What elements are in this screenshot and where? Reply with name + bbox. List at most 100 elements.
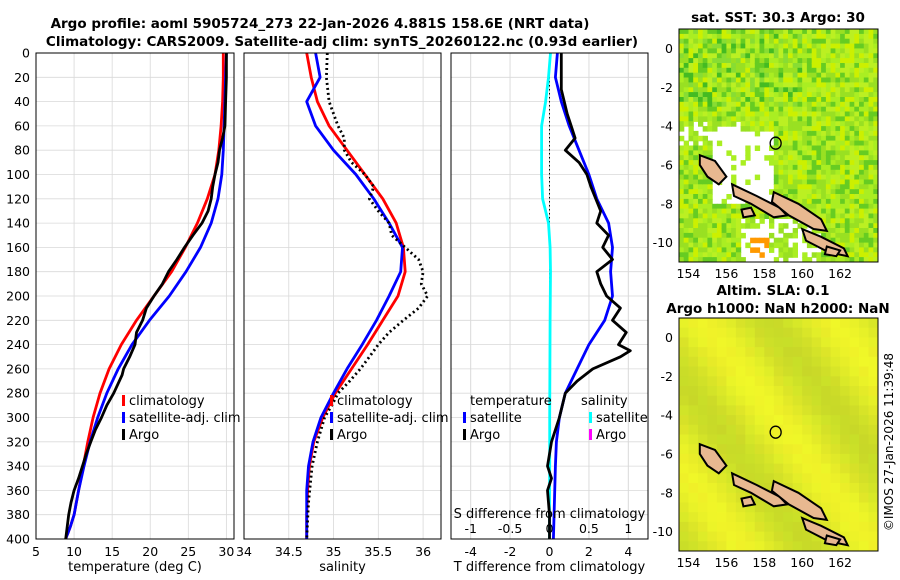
x-tick-label: 35: [326, 544, 342, 559]
legend-temp-climatology-swatch: [122, 395, 125, 406]
series-satellite-adj-clim: [305, 53, 404, 539]
sst-map-panel: 154 156 158 160 162 0 -2 -4 -6 -8 -10: [653, 28, 879, 281]
legend-diff-temp-argo-label: Argo: [470, 428, 500, 443]
figure-title-line-2: Climatology: CARS2009. Satellite-adj cli…: [46, 34, 638, 50]
legend-diff-sal-argo-label: Argo: [596, 428, 626, 443]
legend-temp-argo-label: Argo: [129, 428, 159, 443]
lat-tick-label: -6: [661, 446, 674, 461]
sst-field: [679, 29, 878, 262]
depth-tick-label: 60: [14, 118, 30, 133]
legend-diff-temp-argo-swatch: [463, 429, 466, 440]
panel-frame: [243, 52, 442, 540]
map-frame: [678, 317, 879, 552]
imos-watermark: ©IMOS 27-Jan-2026 11:39:48: [882, 353, 896, 531]
sst-map-title: sat. SST: 30.3 Argo: 30: [691, 10, 865, 26]
lon-tick-label: 156: [714, 266, 738, 281]
legend-sal-argo-swatch: [330, 429, 333, 440]
panel-frame: [450, 52, 649, 540]
temperature-profile-panel: 0 20 40 60 80 100 120 140 160 180 200 220 240 260 280 3…: [6, 46, 235, 575]
x-tick-label: 30: [218, 544, 234, 559]
map-frame: [678, 28, 879, 263]
top-axis-label: S difference from climatology: [454, 507, 646, 522]
x-tick-label: 10: [66, 544, 82, 559]
depth-tick-label: 400: [6, 532, 30, 547]
lon-tick-label: 160: [790, 266, 814, 281]
x-tick-label: 5: [32, 544, 40, 559]
series-salinity-satellite: [540, 53, 552, 539]
depth-tick-label: 320: [6, 434, 30, 449]
x-tick-label: 34.5: [275, 544, 303, 559]
x-axis-label: salinity: [319, 560, 366, 575]
series-argo: [64, 53, 228, 539]
top-tick-label: 0.5: [579, 521, 599, 536]
depth-tick-label: 100: [6, 167, 30, 182]
series-temperature-argo: [546, 53, 632, 539]
island-5: [823, 534, 842, 547]
x-tick-label: 25: [180, 544, 196, 559]
x-tick-label: 35.5: [364, 544, 392, 559]
island-0: [698, 442, 728, 475]
legend-temp-climatology-label: climatology: [129, 394, 205, 409]
figure-title-line-1: Argo profile: aoml 5905724_273 22-Jan-20…: [51, 16, 590, 32]
legend-sal-argo-label: Argo: [337, 428, 367, 443]
island-0: [698, 153, 728, 186]
sla-map-title-line-2: Argo h1000: NaN h2000: NaN: [666, 301, 889, 317]
depth-tick-label: 40: [14, 94, 30, 109]
x-tick-label: 2: [585, 544, 593, 559]
depth-tick-label: 240: [6, 337, 30, 352]
depth-tick-label: 300: [6, 410, 30, 425]
legend-temp-argo-swatch: [122, 429, 125, 440]
legend-sal-satellite-swatch: [330, 412, 333, 423]
depth-tick-label: 120: [6, 191, 30, 206]
x-tick-label: 20: [142, 544, 158, 559]
x-tick-label: 36: [415, 544, 431, 559]
depth-tick-label: 360: [6, 483, 30, 498]
panel-frame: [35, 52, 235, 540]
island-4: [740, 206, 757, 219]
difference-profile-panel: -4 -2 0 2 4T difference from climatology S di…: [450, 52, 649, 575]
depth-tick-label: 160: [6, 240, 30, 255]
island-1: [730, 182, 790, 219]
lat-tick-label: -6: [661, 157, 674, 172]
lon-tick-label: 158: [752, 266, 776, 281]
lat-tick-label: -10: [653, 524, 673, 539]
legend-sal-satellite-label: satellite-adj. clim: [337, 411, 449, 426]
x-tick-label: 34: [236, 544, 252, 559]
island-1: [730, 471, 790, 508]
lat-tick-label: 0: [665, 41, 673, 56]
island-2: [770, 479, 829, 522]
x-axis-label: temperature (deg C): [68, 560, 202, 575]
lat-tick-label: -10: [653, 235, 673, 250]
legend-sal-climatology-swatch: [330, 395, 333, 406]
legend-diff-sal-satellite-swatch: [589, 412, 592, 423]
legend-diff-temp-satellite-label: satellite: [470, 411, 522, 426]
legend-diff-salinity-header: salinity: [581, 394, 628, 409]
lon-tick-label: 156: [714, 555, 738, 570]
lat-tick-label: -2: [661, 80, 673, 95]
sla-field: [679, 318, 878, 551]
island-5: [823, 245, 842, 258]
top-tick-label: 1: [624, 521, 632, 536]
depth-tick-label: 200: [6, 289, 30, 304]
legend-temp-satellite-label: satellite-adj. clim: [129, 411, 241, 426]
island-4: [740, 495, 757, 508]
argo-float-marker: [769, 136, 782, 150]
depth-tick-label: 380: [6, 507, 30, 522]
x-axis-label: T difference from climatology: [453, 560, 646, 575]
sla-map-panel: 154 156 158 160 162 0 -2 -4 -6 -8 -10: [653, 317, 879, 570]
legend-temp-satellite-swatch: [122, 412, 125, 423]
series-satellite-adj-clim: [64, 53, 228, 539]
depth-tick-label: 140: [6, 216, 30, 231]
top-tick-label: 0: [546, 521, 554, 536]
series-temperature-satellite: [552, 53, 614, 539]
legend-diff-sal-argo-swatch: [589, 429, 592, 440]
x-tick-label: 4: [624, 544, 632, 559]
legend-sal-climatology-label: climatology: [337, 394, 413, 409]
lat-tick-label: -8: [661, 196, 674, 211]
lat-tick-label: -4: [661, 408, 674, 423]
depth-tick-label: 20: [14, 70, 30, 85]
depth-tick-label: 180: [6, 264, 30, 279]
x-tick-label: 0: [546, 544, 554, 559]
depth-tick-label: 260: [6, 361, 30, 376]
x-tick-label: -4: [464, 544, 477, 559]
